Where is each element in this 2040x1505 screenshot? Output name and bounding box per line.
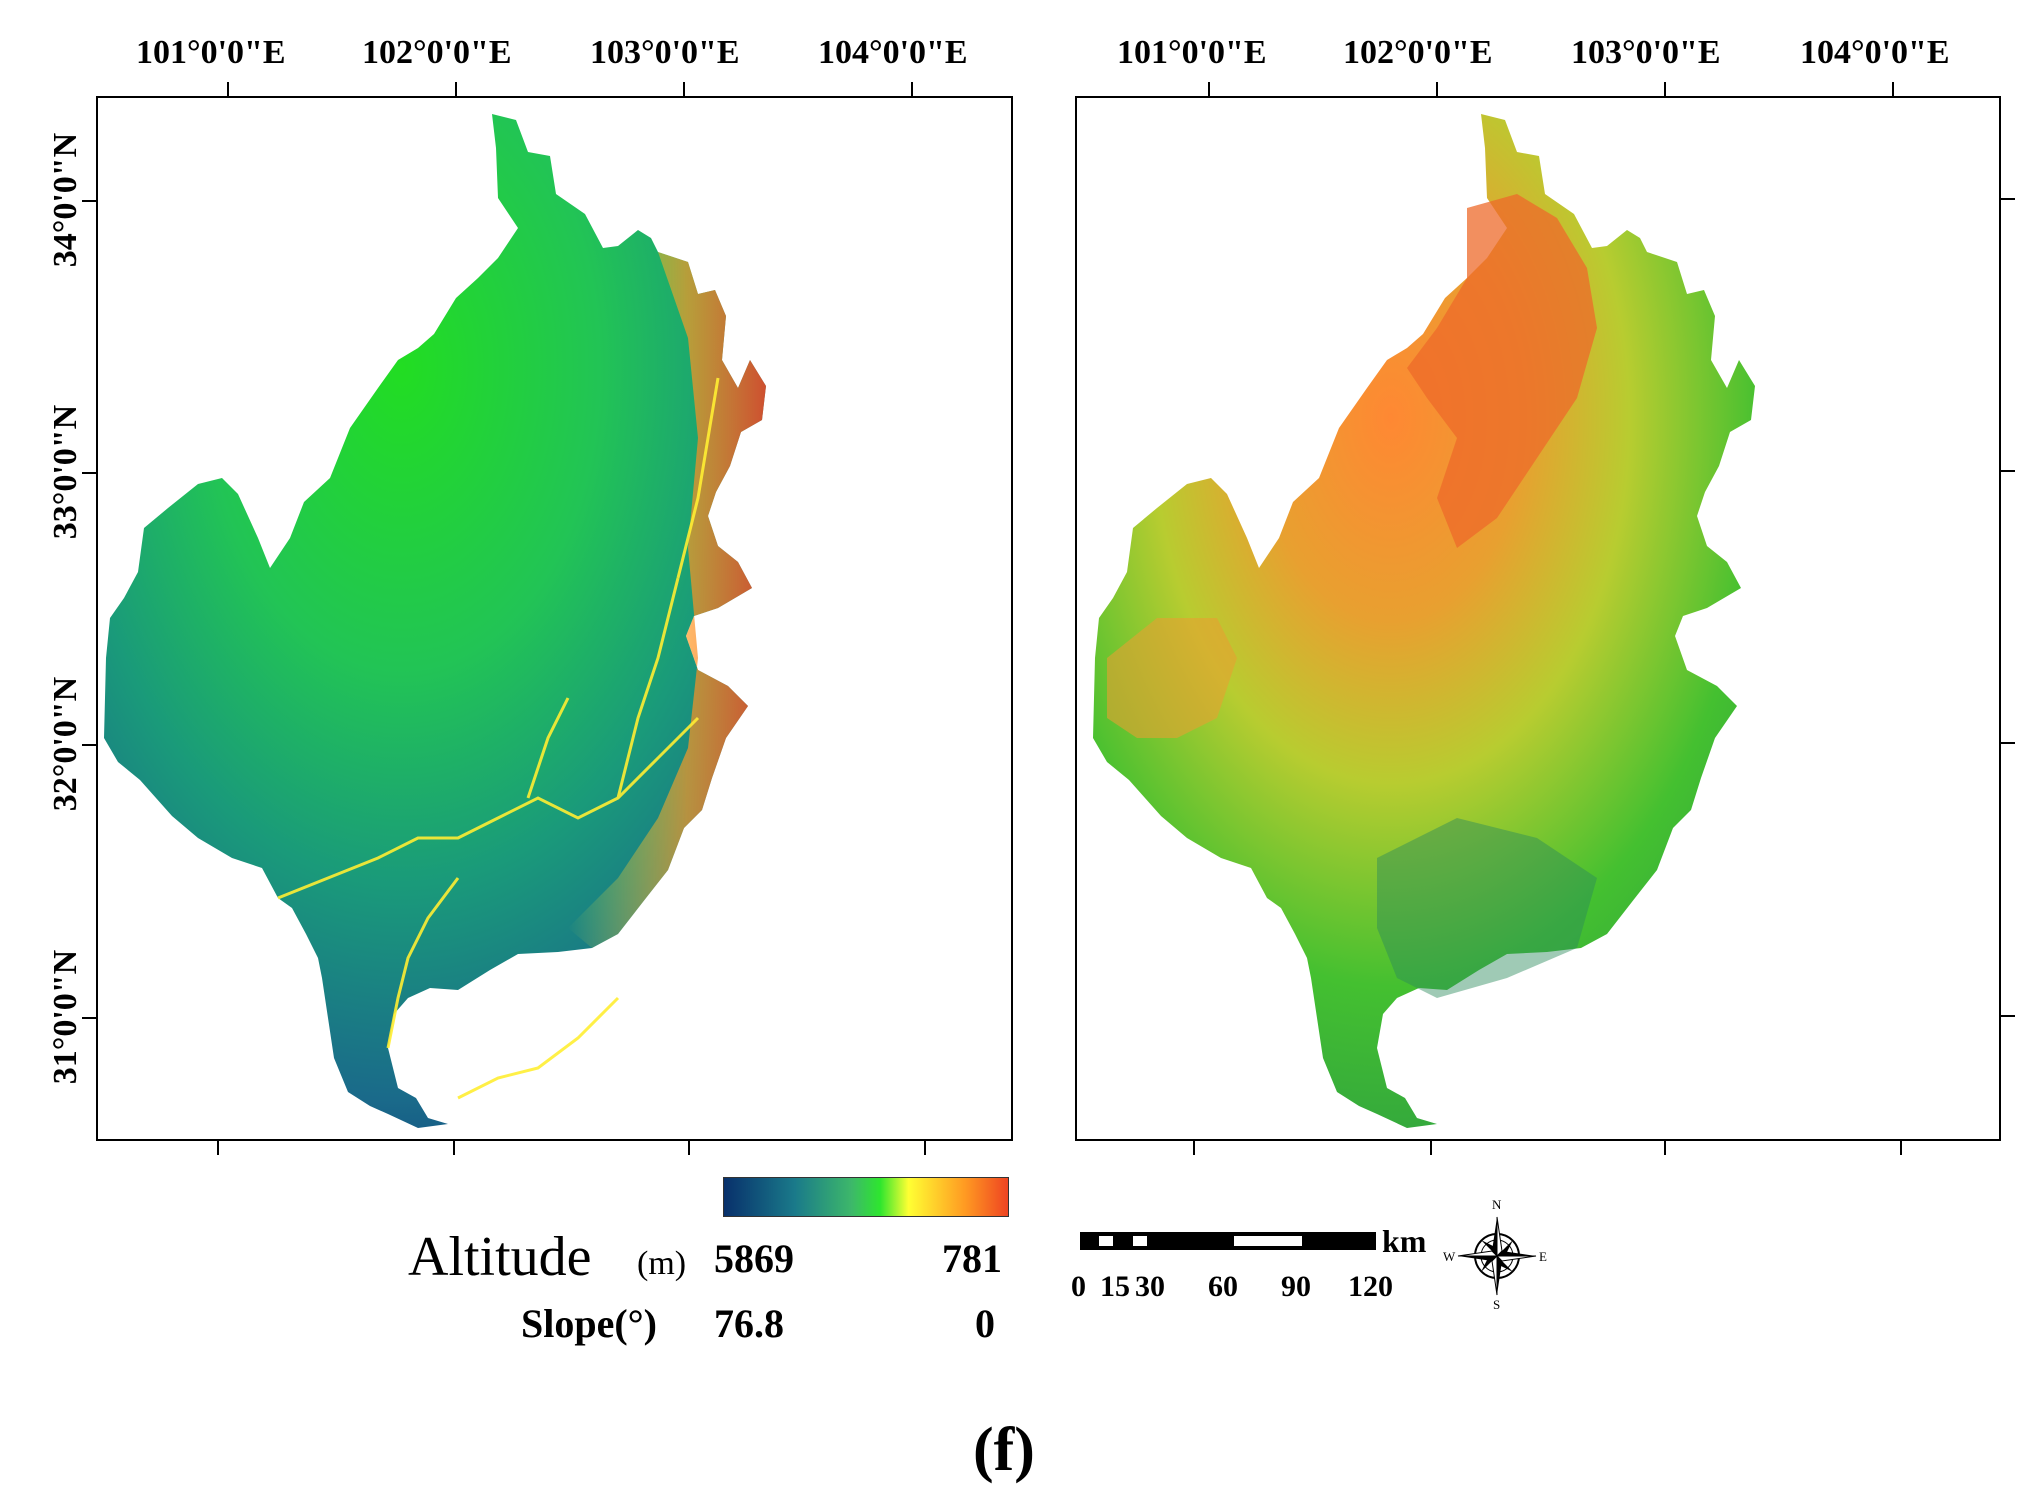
- slope-max-value: 0: [975, 1301, 995, 1346]
- north-arrow-compass: N S E W: [1443, 1197, 1547, 1312]
- tick-bottom-left-2: [453, 1141, 455, 1155]
- slope-moderate-west: [1107, 618, 1237, 738]
- longitude-label-right-3: 103°0'0"E: [1571, 34, 1721, 71]
- altitude-map: [104, 114, 766, 1128]
- tick-bottom-right-4: [1900, 1141, 1902, 1155]
- scale-unit: km: [1382, 1223, 1427, 1259]
- altitude-map-frame: [96, 96, 1013, 1141]
- compass-n: N: [1492, 1197, 1502, 1212]
- tick-right-3: [2001, 742, 2015, 744]
- tick-bottom-left-3: [688, 1141, 690, 1155]
- tick-bottom-left-4: [924, 1141, 926, 1155]
- tick-bottom-right-2: [1430, 1141, 1432, 1155]
- tick-bottom-left-1: [217, 1141, 219, 1155]
- altitude-unit: (m): [637, 1245, 687, 1282]
- tick-top-right-4: [1892, 82, 1894, 96]
- altitude-min-value: 5869: [714, 1236, 794, 1281]
- tick-top-left-4: [911, 82, 913, 96]
- scale-label-120: 120: [1348, 1270, 1393, 1303]
- slope-min-value: 76.8: [714, 1301, 784, 1346]
- scale-label-0: 0: [1071, 1270, 1086, 1303]
- tick-right-1: [2001, 198, 2015, 200]
- tick-bottom-right-3: [1664, 1141, 1666, 1155]
- tick-right-2: [2001, 470, 2015, 472]
- longitude-label-left-2: 102°0'0"E: [362, 34, 512, 71]
- scale-label-60: 60: [1208, 1270, 1238, 1303]
- compass-e: E: [1539, 1249, 1547, 1264]
- latitude-label-3: 32°0'0"N: [47, 676, 84, 812]
- tick-top-left-1: [227, 82, 229, 96]
- tick-left-2: [82, 472, 96, 474]
- scale-label-90: 90: [1281, 1270, 1311, 1303]
- scale-label-30: 30: [1135, 1270, 1165, 1303]
- tick-top-right-1: [1208, 82, 1210, 96]
- longitude-label-left-4: 104°0'0"E: [818, 34, 968, 71]
- altitude-label: Altitude: [408, 1226, 592, 1288]
- longitude-label-right-2: 102°0'0"E: [1343, 34, 1493, 71]
- tick-top-right-2: [1436, 82, 1438, 96]
- longitude-label-left-3: 103°0'0"E: [590, 34, 740, 71]
- compass-rose-icon: [1457, 1216, 1537, 1296]
- slope-region-shape: [1093, 114, 1755, 1128]
- altitude-region-shape: [104, 114, 766, 1128]
- tick-left-4: [82, 1017, 96, 1019]
- slope-map-frame: [1075, 96, 2001, 1141]
- tick-top-left-2: [455, 82, 457, 96]
- panel-label: (f): [973, 1416, 1035, 1484]
- slope-steep-north: [1407, 194, 1597, 548]
- latitude-label-4: 31°0'0"N: [47, 949, 84, 1085]
- compass-s: S: [1493, 1297, 1501, 1312]
- latitude-label-2: 33°0'0"N: [47, 404, 84, 540]
- scale-bar: [1080, 1232, 1376, 1250]
- compass-w: W: [1443, 1249, 1456, 1264]
- color-ramp: [723, 1177, 1009, 1217]
- longitude-label-right-1: 101°0'0"E: [1117, 34, 1267, 71]
- longitude-label-right-4: 104°0'0"E: [1800, 34, 1950, 71]
- tick-right-4: [2001, 1015, 2015, 1017]
- altitude-highland-east: [568, 252, 766, 948]
- tick-left-3: [82, 744, 96, 746]
- latitude-label-1: 34°0'0"N: [47, 132, 84, 268]
- tick-top-right-3: [1664, 82, 1666, 96]
- scale-label-15: 15: [1100, 1270, 1130, 1303]
- altitude-max-value: 781: [942, 1236, 1002, 1281]
- slope-map: [1093, 114, 1755, 1128]
- tick-left-1: [82, 200, 96, 202]
- slope-label: Slope(°): [521, 1301, 657, 1346]
- slope-flat-south: [1377, 818, 1597, 998]
- tick-top-left-3: [683, 82, 685, 96]
- tick-bottom-right-1: [1193, 1141, 1195, 1155]
- altitude-river-network: [277, 377, 720, 1100]
- longitude-label-left-1: 101°0'0"E: [136, 34, 286, 71]
